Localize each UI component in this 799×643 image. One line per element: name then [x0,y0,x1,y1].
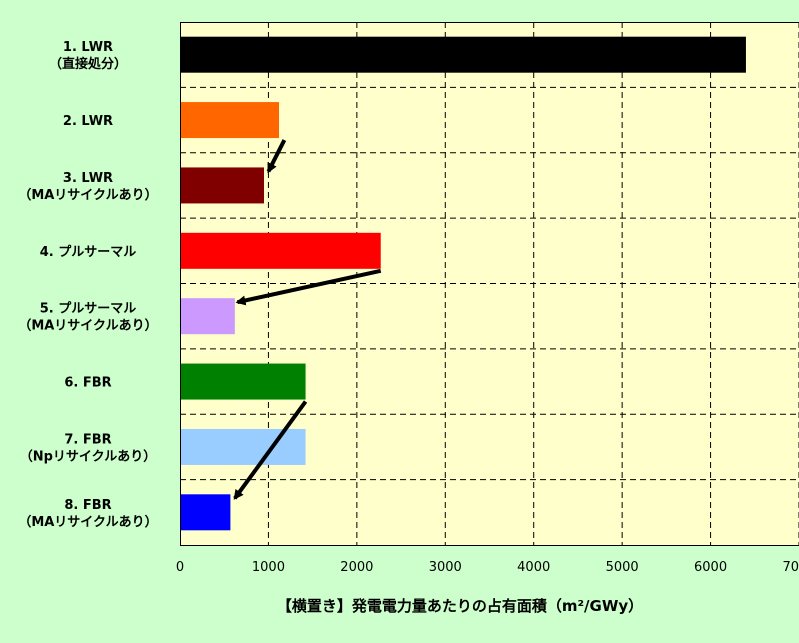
x-tick-label: 1000 [252,560,285,575]
category-label: 2. LWR [63,114,113,129]
x-tick-labels: 0 1000 2000 3000 4000 5000 6000 7000 [176,560,799,575]
annotation-arrows [233,139,382,500]
bar [180,363,306,400]
x-tick-label: 6000 [694,560,727,575]
plot-border [180,22,799,546]
category-label-line: （MAリサイクルあり） [18,514,157,530]
x-axis-title: 【横置き】発電電力量あたりの占有面積（m²/GWy） [277,597,643,615]
bar [180,232,381,269]
x-tick-label: 0 [176,560,184,575]
annotation-arrow [235,268,382,306]
category-label: 7. FBR （Npリサイクルあり） [20,432,157,464]
category-label-line: （直接処分） [49,56,127,72]
category-label-line: （MAリサイクルあり） [18,187,157,203]
category-label: 6. FBR [64,376,111,391]
x-tick-label: 4000 [517,560,550,575]
bar [180,494,231,531]
category-label: 4. プルサーマル [40,245,137,260]
category-label: 1. LWR （直接処分） [49,40,127,72]
bar [180,36,746,73]
category-label-line: 8. FBR [64,498,111,513]
category-label-line: （Npリサイクルあり） [20,448,157,464]
bar [180,102,280,139]
annotation-arrow [233,400,308,500]
category-label-line: 4. プルサーマル [40,245,137,260]
category-label-line: 6. FBR [64,376,111,391]
bar [180,298,235,335]
x-tick-label: 2000 [340,560,373,575]
category-label-line: 7. FBR [64,432,111,447]
category-label: 8. FBR （MAリサイクルあり） [18,498,157,530]
category-label: 3. LWR （MAリサイクルあり） [18,171,157,203]
category-label-line: 3. LWR [63,171,113,186]
x-tick-label: 3000 [429,560,462,575]
category-label: 5. プルサーマル（MAリサイクルあり） [18,302,157,334]
bar [180,428,306,465]
x-tick-label: 5000 [606,560,639,575]
category-label-line: 5. プルサーマル [40,302,137,317]
category-label-line: 1. LWR [63,40,113,55]
annotation-arrow [266,139,287,174]
category-label-line: （MAリサイクルあり） [18,318,157,334]
bars [180,36,746,531]
x-tick-label: 7000 [782,560,799,575]
bar [180,167,265,204]
grid-lines [180,22,799,545]
category-label-line: 2. LWR [63,114,113,129]
